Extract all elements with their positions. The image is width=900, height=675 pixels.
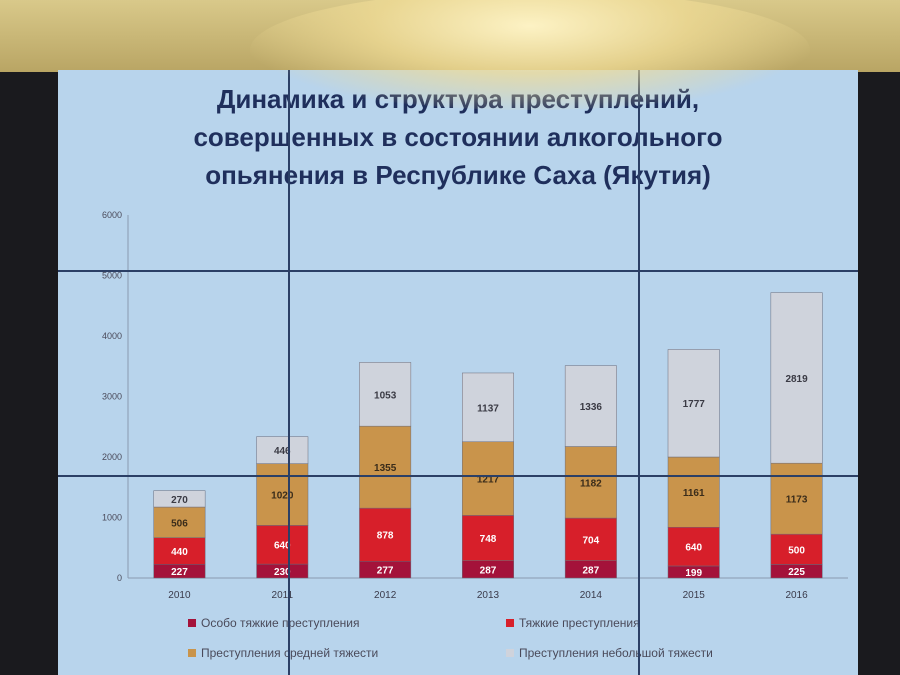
ceiling-background: [0, 0, 900, 72]
legend-swatch-minor: [506, 649, 514, 657]
x-tick-label: 2016: [785, 590, 808, 601]
bar-data-label: 225: [788, 567, 805, 578]
x-tick-label: 2014: [580, 590, 603, 601]
bar-segment: [153, 506, 206, 538]
legend-swatch-grave: [506, 619, 514, 627]
screen-panel-seam: [638, 70, 640, 675]
legend-swatch-particularly-grave: [188, 619, 196, 627]
bar-segment: [770, 292, 823, 464]
y-tick-label: 6000: [102, 210, 122, 220]
bar-segment: [770, 533, 823, 565]
bar-data-label: 287: [480, 565, 497, 576]
stacked-bar-chart: 0 1000 2000 3000 4000 5000 6000 227 440 506 270 201…: [102, 210, 848, 601]
bar-data-label: 277: [377, 566, 394, 577]
bar-data-label: 1053: [374, 390, 397, 401]
y-tick-label: 5000: [102, 271, 122, 281]
bar-data-label: 1355: [374, 463, 397, 474]
bar-data-label: 640: [274, 541, 291, 552]
bar-segment: [153, 537, 206, 565]
bar-segment: [564, 446, 617, 519]
y-tick-label: 4000: [102, 331, 122, 341]
bar-data-label: 640: [685, 543, 702, 554]
legend-item-grave: Тяжкие преступления: [506, 616, 640, 630]
x-tick-label: 2012: [374, 590, 397, 601]
bar-data-label: 1777: [683, 399, 706, 410]
bar-data-label: 270: [171, 495, 188, 506]
x-tick-label: 2010: [168, 590, 191, 601]
bar-data-label: 878: [377, 531, 394, 542]
bar-data-label: 199: [685, 568, 702, 579]
bar-data-label: 2819: [785, 374, 808, 385]
bar-data-label: 1137: [477, 403, 499, 414]
bar-data-label: 446: [274, 446, 291, 457]
bar-segment: [153, 490, 206, 508]
projection-screen: Динамика и структура преступлений, совер…: [58, 70, 858, 675]
bar-segment: [359, 425, 412, 509]
legend-label-particularly-grave: Особо тяжкие преступления: [201, 616, 360, 630]
x-tick-label: 2015: [683, 590, 706, 601]
bar-data-label: 506: [171, 518, 188, 529]
bar-segment: [667, 456, 720, 528]
legend-label-grave: Тяжкие преступления: [519, 616, 640, 630]
bar-data-label: 230: [274, 567, 291, 578]
bar-segment: [667, 526, 720, 567]
bar-segment: [359, 507, 412, 562]
chart-title-line-2: совершенных в состоянии алкогольного: [193, 122, 723, 152]
bar-segment: [462, 515, 514, 561]
legend-label-minor: Преступления небольшой тяжести: [519, 646, 713, 660]
bar-segment: [564, 365, 617, 447]
bar-data-label: 500: [788, 545, 805, 556]
legend-item-particularly-grave: Особо тяжкие преступления: [188, 616, 359, 630]
bar-data-label: 748: [480, 534, 497, 545]
screen-panel-seam: [58, 475, 858, 477]
bar-segment: [770, 462, 823, 535]
bar-data-label: 1336: [580, 402, 603, 413]
x-tick-label: 2011: [272, 590, 294, 601]
bar-segment: [359, 362, 412, 427]
legend-swatch-medium: [188, 649, 196, 657]
bar-data-label: 1217: [477, 475, 500, 486]
legend-item-minor: Преступления небольшой тяжести: [506, 646, 713, 660]
y-tick-label: 3000: [102, 392, 122, 402]
y-tick-label: 0: [117, 573, 122, 583]
screen-panel-seam: [288, 70, 290, 675]
bar-segment: [667, 349, 720, 458]
bar-data-label: 1173: [786, 495, 808, 506]
bar-data-label: 1182: [580, 478, 602, 489]
bar-data-label: 287: [583, 565, 600, 576]
legend-item-medium: Преступления средней тяжести: [188, 646, 378, 660]
y-tick-label: 1000: [102, 513, 122, 523]
bar-segment: [256, 525, 309, 565]
bar-data-label: 1161: [683, 488, 705, 499]
bar-segment: [564, 517, 617, 561]
x-tick-label: 2013: [477, 590, 500, 601]
bar-segment: [462, 372, 514, 443]
bar-data-label: 227: [171, 567, 188, 578]
bar-segment: [462, 441, 514, 516]
bar-segment: [256, 436, 309, 464]
bar-data-label: 704: [583, 535, 600, 546]
bar-data-label: 440: [171, 547, 188, 558]
bar-segment: [256, 463, 309, 526]
y-tick-label: 2000: [102, 452, 122, 462]
screen-panel-seam: [58, 270, 858, 272]
bar-data-label: 1020: [271, 491, 294, 502]
